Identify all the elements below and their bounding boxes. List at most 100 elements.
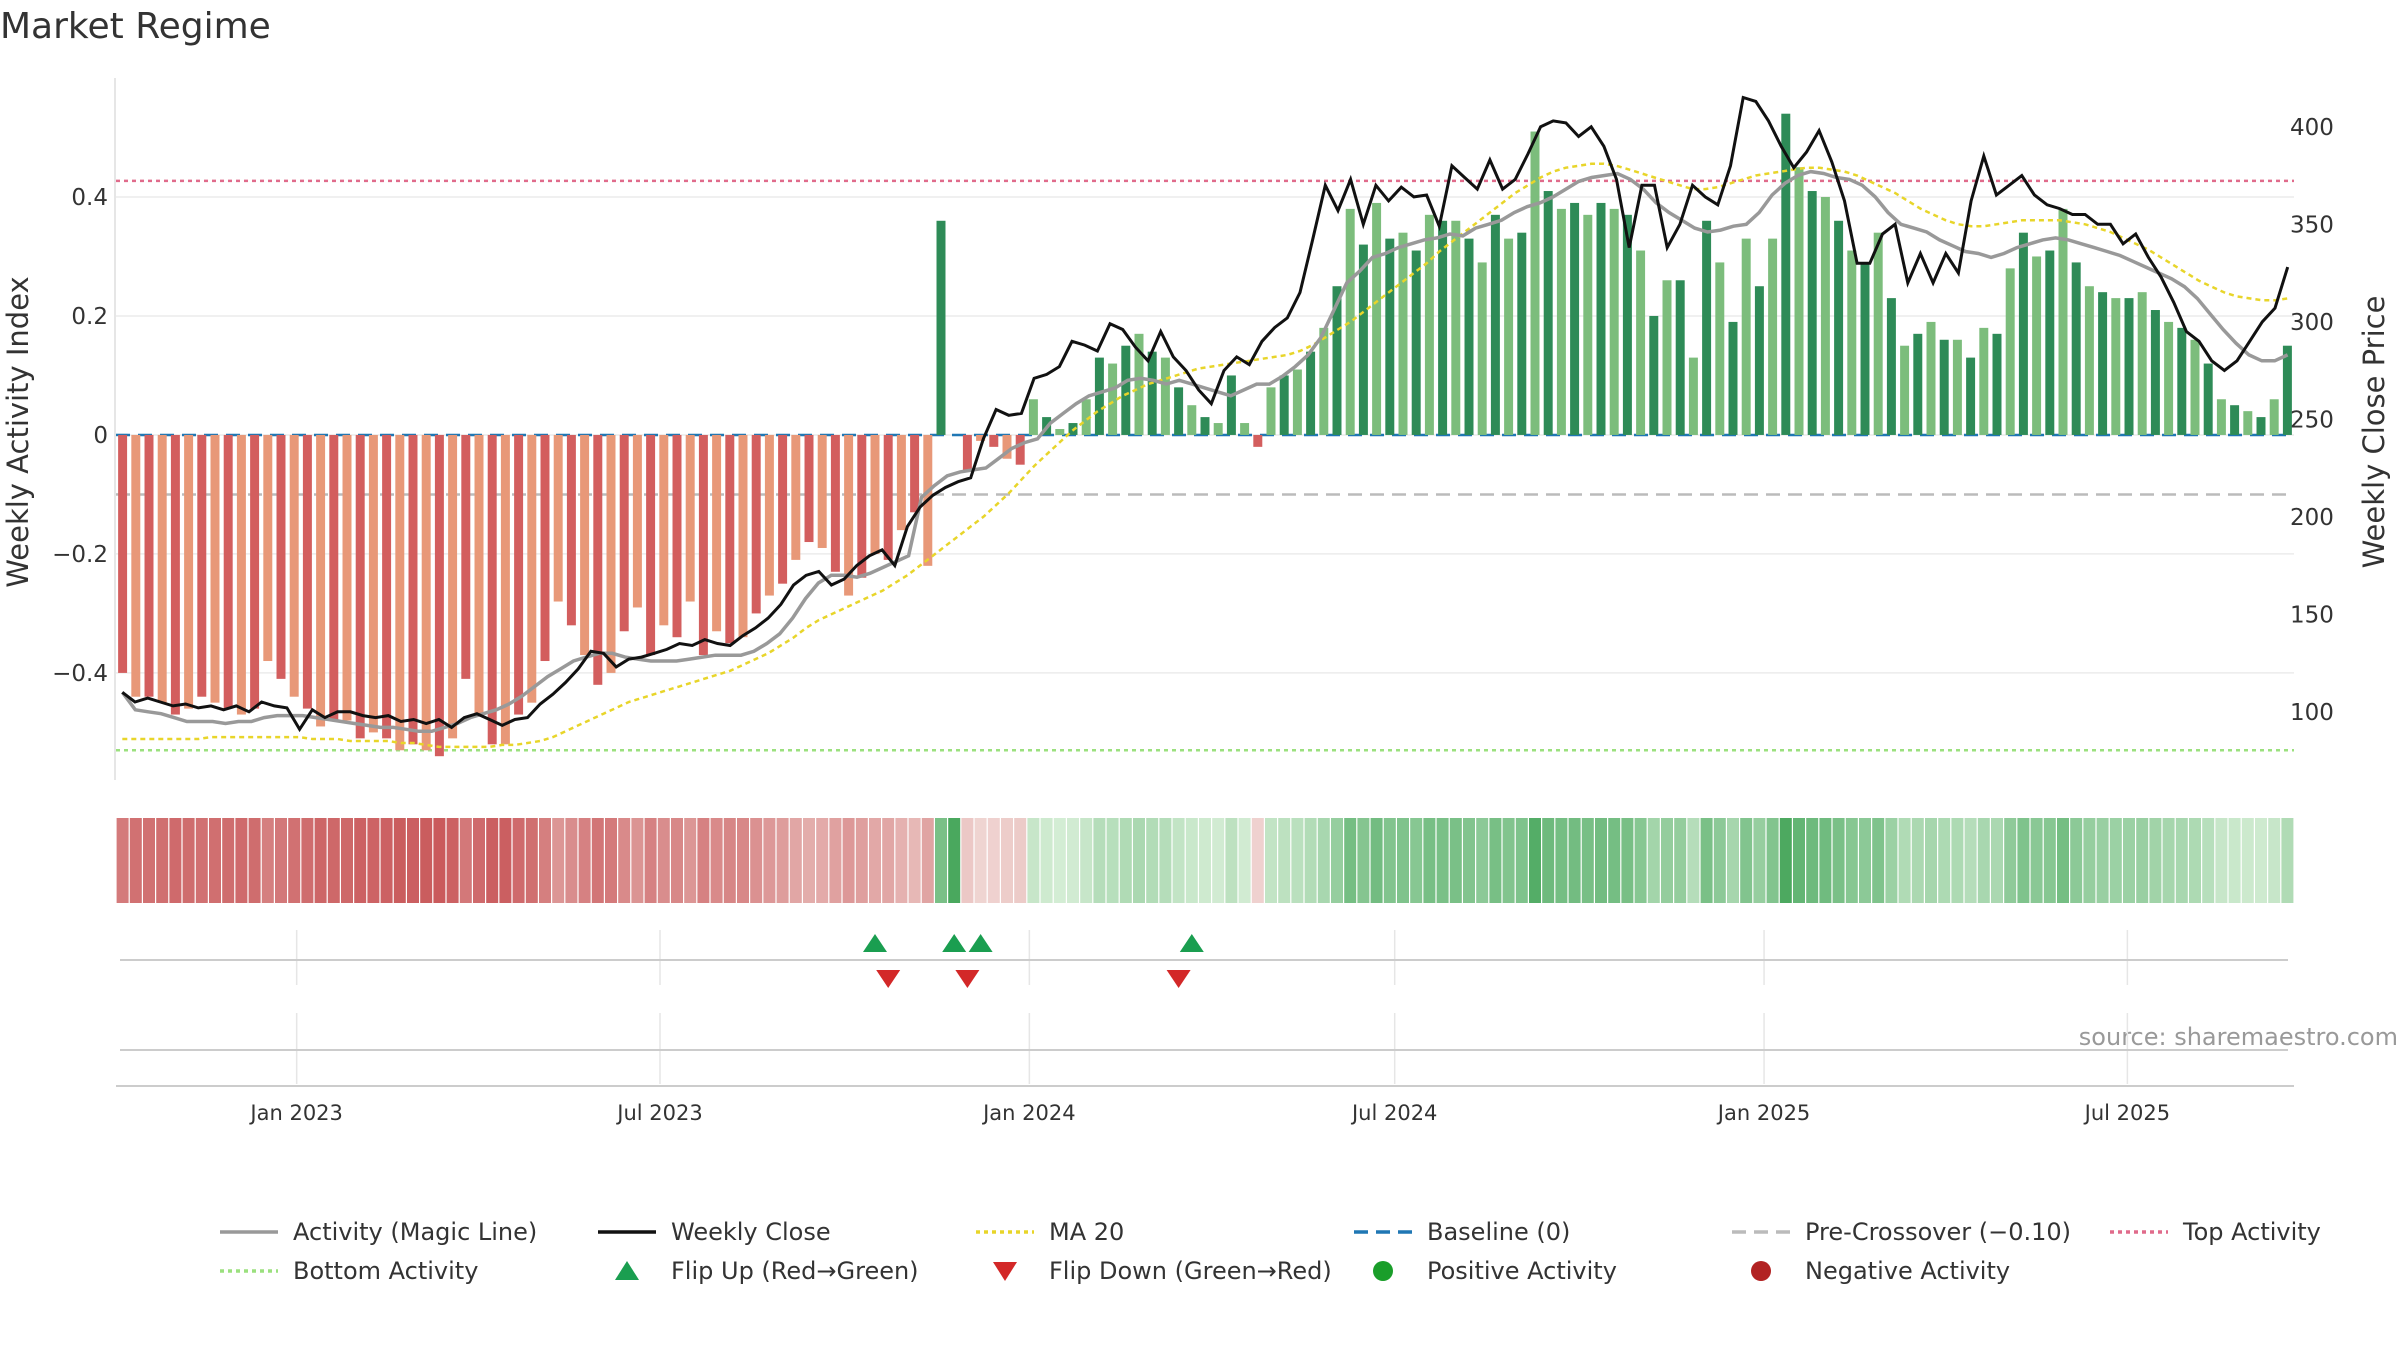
negative-activity-bar xyxy=(553,434,563,602)
negative-activity-bar xyxy=(751,434,761,614)
negative-activity-bar xyxy=(830,434,840,572)
negative-activity-bar xyxy=(236,434,246,715)
regime-strip-cell xyxy=(2202,818,2215,903)
positive-activity-bar xyxy=(1345,208,1355,435)
regime-strip-cell xyxy=(1093,818,1106,903)
positive-activity-bar xyxy=(1715,262,1725,435)
regime-strip-cell xyxy=(1199,818,1211,903)
regime-strip-cell xyxy=(1859,818,1871,903)
legend-label: Pre-Crossover (−0.10) xyxy=(1805,1218,2071,1246)
regime-strip-cell xyxy=(684,818,697,903)
positive-activity-bar xyxy=(2269,399,2279,435)
negative-activity-bar xyxy=(1002,434,1012,459)
positive-activity-bar xyxy=(1490,214,1500,435)
regime-strip-cell xyxy=(829,818,842,903)
positive-activity-bar xyxy=(1530,131,1540,435)
negative-activity-bar xyxy=(659,434,669,626)
regime-strip-cell xyxy=(2057,818,2069,903)
regime-strip-cell xyxy=(2162,818,2175,903)
left-tick-label: 0.4 xyxy=(71,185,108,211)
flip-up-marker xyxy=(863,934,887,952)
negative-activity-bar xyxy=(817,434,827,548)
regime-strip-cell xyxy=(1938,818,1951,903)
legend-swatch-dot xyxy=(1373,1261,1393,1281)
regime-strip-cell xyxy=(248,818,261,903)
positive-activity-bar xyxy=(1424,214,1434,435)
regime-strip-cell xyxy=(1291,818,1304,903)
positive-activity-bar xyxy=(1807,191,1817,435)
negative-activity-bar xyxy=(342,434,352,721)
negative-activity-bar xyxy=(738,434,748,638)
magic-line xyxy=(120,169,2289,734)
negative-activity-bar xyxy=(844,434,854,596)
legend-label: Negative Activity xyxy=(1805,1257,2010,1285)
regime-strip-cell xyxy=(591,818,604,903)
regime-strip-cell xyxy=(697,818,710,903)
positive-activity-bar xyxy=(1622,214,1632,435)
regime-strip-cell xyxy=(2004,818,2017,903)
flip-down-marker xyxy=(876,970,901,988)
negative-activity-bar xyxy=(989,434,999,447)
positive-activity-bar xyxy=(1781,113,1791,435)
legend-item: Flip Up (Red→Green) xyxy=(615,1257,919,1285)
positive-activity-bar xyxy=(1240,423,1250,435)
positive-activity-bar xyxy=(1543,191,1553,435)
positive-activity-bar xyxy=(2098,292,2108,435)
legend-item: Flip Down (Green→Red) xyxy=(993,1257,1332,1285)
regime-strip-cell xyxy=(1476,818,1489,903)
x-tick-label: Jul 2025 xyxy=(2083,1101,2170,1125)
negative-activity-bar xyxy=(461,434,471,679)
regime-strip-cell xyxy=(737,818,749,903)
source-credit: source: sharemaestro.com xyxy=(2079,1023,2398,1051)
regime-strip-cell xyxy=(1014,818,1027,903)
legend-item: Positive Activity xyxy=(1373,1257,1617,1285)
positive-activity-bar xyxy=(1820,196,1830,435)
regime-strip-cell xyxy=(1925,818,1937,903)
regime-strip-cell xyxy=(235,818,248,903)
positive-activity-bar xyxy=(1438,220,1448,435)
positive-activity-bar xyxy=(1306,351,1316,435)
regime-strip-cell xyxy=(1766,818,1779,903)
positive-activity-bar xyxy=(1834,220,1844,435)
negative-activity-bar xyxy=(778,434,788,584)
positive-activity-bar xyxy=(1028,399,1038,435)
right-tick-label: 400 xyxy=(2290,115,2334,141)
right-axis-title: Weekly Close Price xyxy=(2357,296,2391,569)
negative-activity-bar xyxy=(870,434,880,554)
positive-activity-bar xyxy=(1279,375,1289,435)
positive-activity-bar xyxy=(1372,202,1382,435)
regime-strip-cell xyxy=(1872,818,1885,903)
negative-activity-bar xyxy=(606,434,616,673)
negative-activity-bar xyxy=(619,434,629,632)
regime-strip-cell xyxy=(1212,818,1225,903)
positive-activity-bar xyxy=(2058,208,2068,435)
regime-strip-cell xyxy=(1053,818,1066,903)
positive-activity-bar xyxy=(1913,333,1923,435)
regime-strip-cell xyxy=(1185,818,1198,903)
regime-strip-cell xyxy=(473,818,485,903)
negative-activity-bar xyxy=(857,434,867,578)
regime-strip-cell xyxy=(1832,818,1845,903)
positive-activity-bar xyxy=(1992,333,2002,435)
regime-strip-cell xyxy=(1713,818,1726,903)
regime-strip-cell xyxy=(1991,818,2003,903)
regime-strip-cell xyxy=(789,818,802,903)
regime-strip-cell xyxy=(2268,818,2281,903)
regime-strip-cell xyxy=(195,818,208,903)
regime-strip-cell xyxy=(1740,818,1753,903)
flip-down-marker xyxy=(955,970,980,988)
positive-activity-bar xyxy=(2124,298,2134,435)
regime-strip-cell xyxy=(1106,818,1119,903)
negative-activity-bar xyxy=(698,434,708,656)
regime-strip-cell xyxy=(2281,818,2294,903)
flip-markers xyxy=(116,934,2294,1087)
regime-strip-cell xyxy=(2123,818,2135,903)
legend-swatch-dot xyxy=(1751,1261,1771,1281)
regime-strip-cell xyxy=(750,818,763,903)
regime-strip-cell xyxy=(803,818,815,903)
regime-strip-cell xyxy=(380,818,393,903)
negative-activity-bar xyxy=(976,434,986,441)
positive-activity-bar xyxy=(1121,345,1131,435)
regime-strip-cell xyxy=(1080,818,1093,903)
positive-activity-bar xyxy=(1094,357,1104,435)
